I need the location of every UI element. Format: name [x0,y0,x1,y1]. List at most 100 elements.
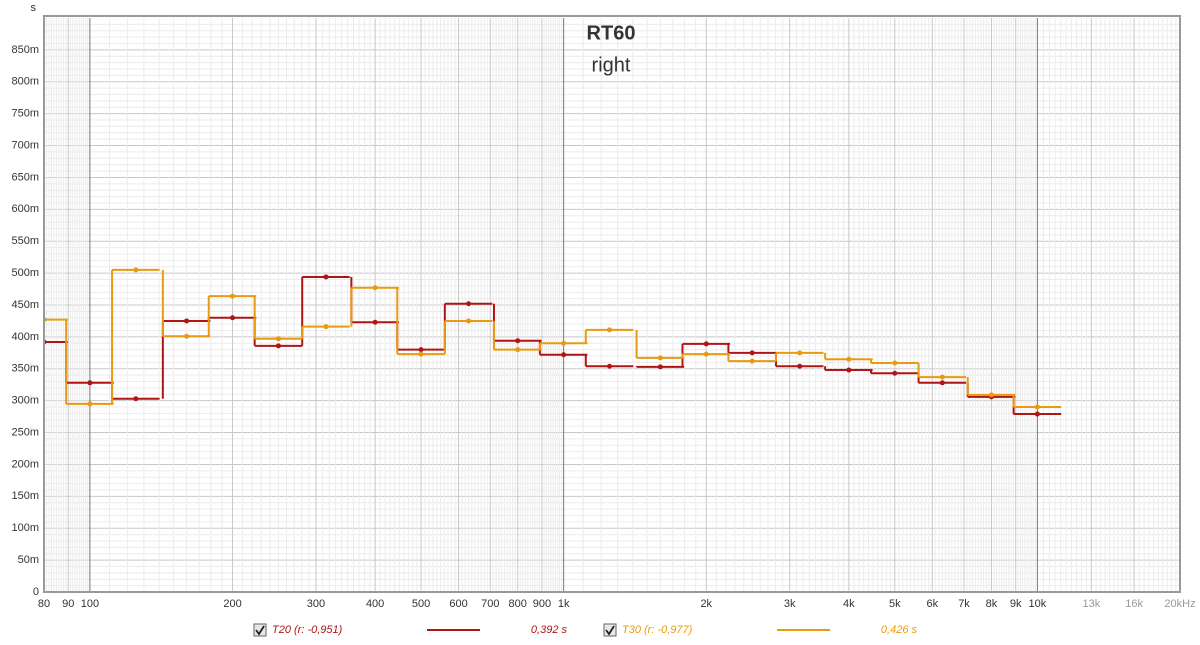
data-point [703,341,709,347]
data-point [133,267,139,273]
x-tick-label: 100 [81,598,99,610]
data-point [418,351,424,357]
y-tick-label: 250m [11,426,39,438]
x-tick-label: 400 [366,598,384,610]
x-tick-label: 1k [558,598,570,610]
x-tick-label: 200 [223,598,241,610]
data-point [323,274,329,280]
data-point [184,318,190,324]
y-tick-label: 450m [11,299,39,311]
data-point [1034,404,1040,410]
data-point [846,356,852,362]
x-tick-label: 500 [412,598,430,610]
data-point [275,343,281,349]
grid [43,18,1181,593]
x-tick-label: 13k [1082,598,1100,610]
x-tick-label: 3k [784,598,796,610]
data-point [133,396,139,402]
legend-summary: 0,392 s [531,624,568,636]
data-point [892,370,898,376]
y-tick-label: 850m [11,44,39,56]
x-tick-label: 7k [958,598,970,610]
legend: T20 (r: -0,951) 0,392 s T30 (r: -0,977) 0,4… [253,623,918,637]
x-tick-label: 2k [700,598,712,610]
data-point [275,336,281,342]
data-point [797,363,803,369]
plot-marks [44,267,1062,417]
data-point [657,364,663,370]
x-tick-label: 16k [1125,598,1143,610]
x-tick-label: 80 [38,598,50,610]
x-tick-label: 9k [1010,598,1022,610]
data-point [87,401,93,407]
data-point [749,358,755,364]
data-point [607,327,613,333]
data-point [515,338,521,344]
data-point [561,352,567,358]
axes: 0 50m 100m 150m 200m 250m 300m 350m 400m 450m 500m… [11,44,1195,610]
plot-area [43,15,1181,593]
data-point [846,367,852,373]
data-point [892,360,898,366]
y-tick-label: 200m [11,458,39,470]
data-point [372,285,378,291]
y-tick-label: 500m [11,267,39,279]
x-tick-label: 300 [307,598,325,610]
x-tick-label: 20kHz [1164,598,1195,610]
plot-border [43,15,1181,593]
y-tick-label: 750m [11,108,39,120]
y-tick-label: 400m [11,331,39,343]
y-tick-label: 0 [33,586,39,598]
legend-summary: 0,426 s [881,624,918,636]
data-point [230,293,236,299]
y-tick-label: 300m [11,395,39,407]
x-tick-label: 90 [62,598,74,610]
data-point [372,319,378,325]
data-point [607,363,613,369]
data-point [418,347,424,353]
x-tick-label: 600 [449,598,467,610]
data-point [988,392,994,398]
data-point [561,340,567,346]
y-tick-label: 700m [11,139,39,151]
y-axis-unit: s [31,2,37,14]
y-tick-label: 350m [11,363,39,375]
data-point [466,318,472,324]
data-point [657,355,663,361]
chart-subtitle: right [592,54,631,76]
data-point [749,350,755,356]
y-tick-label: 650m [11,171,39,183]
x-tick-label: 700 [481,598,499,610]
data-point [466,301,472,307]
data-point [703,351,709,357]
chart-title: RT60 [587,22,636,44]
data-point [797,350,803,356]
legend-checkbox[interactable] [253,623,267,637]
data-point [184,333,190,339]
y-tick-label: 600m [11,203,39,215]
data-point [87,380,93,386]
data-point [515,347,521,353]
y-tick-label: 100m [11,522,39,534]
checkmark [255,625,265,636]
legend-label: T30 (r: -0,977) [622,624,693,636]
legend-label: T20 (r: -0,951) [272,624,343,636]
x-tick-label: 5k [889,598,901,610]
data-point [230,315,236,321]
x-tick-label: 800 [509,598,527,610]
x-tick-label: 6k [926,598,938,610]
checkmark [605,625,615,636]
x-tick-label: 8k [986,598,998,610]
legend-checkbox[interactable] [603,623,617,637]
y-tick-label: 150m [11,490,39,502]
data-point [1034,411,1040,417]
y-tick-label: 800m [11,76,39,88]
y-tick-label: 50m [18,554,39,566]
data-point [939,374,945,380]
data-point [323,324,329,330]
data-point [939,380,945,386]
x-tick-label: 4k [843,598,855,610]
y-tick-label: 550m [11,235,39,247]
x-tick-label: 10k [1029,598,1047,610]
